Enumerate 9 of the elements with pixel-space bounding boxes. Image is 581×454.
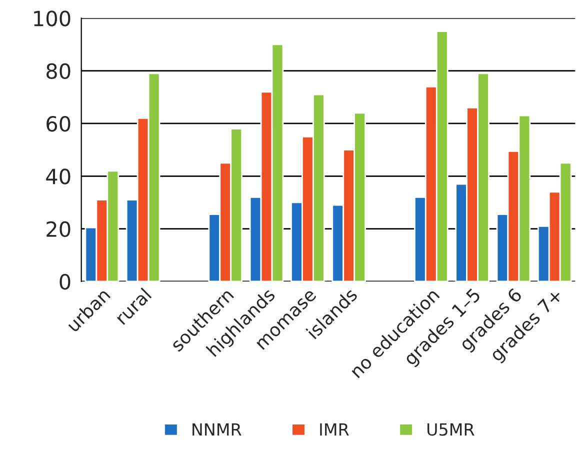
legend-label: U5MR bbox=[428, 423, 474, 436]
y-tick-label: 100 bbox=[34, 10, 70, 26]
legend-label: NNMR bbox=[192, 423, 242, 436]
legend-label: IMR bbox=[320, 423, 349, 436]
y-tick-label: 60 bbox=[46, 116, 70, 132]
y-tick-label: 20 bbox=[46, 221, 70, 238]
y-tick-label: 0 bbox=[60, 274, 70, 290]
y-tick-label: 80 bbox=[46, 63, 70, 80]
y-tick-label: 40 bbox=[46, 168, 70, 184]
